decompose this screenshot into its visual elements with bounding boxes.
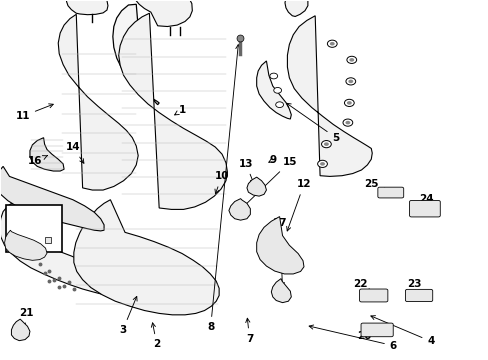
Bar <box>5 205 61 252</box>
Text: 19: 19 <box>7 231 27 240</box>
Text: 17: 17 <box>272 218 287 287</box>
Text: 25: 25 <box>364 179 386 192</box>
Text: 21: 21 <box>20 309 34 326</box>
FancyBboxPatch shape <box>359 289 387 302</box>
Circle shape <box>348 58 353 62</box>
Circle shape <box>275 102 283 108</box>
Polygon shape <box>285 0 307 17</box>
Text: 14: 14 <box>65 142 84 163</box>
Polygon shape <box>30 138 64 171</box>
Circle shape <box>345 78 355 85</box>
Text: 15: 15 <box>243 157 296 207</box>
Circle shape <box>345 121 349 125</box>
Circle shape <box>273 87 281 93</box>
Circle shape <box>346 56 356 63</box>
Polygon shape <box>287 16 371 176</box>
Polygon shape <box>0 166 104 231</box>
Text: 24: 24 <box>418 194 433 208</box>
Polygon shape <box>256 61 291 119</box>
Polygon shape <box>0 202 120 298</box>
Text: 20: 20 <box>356 330 376 341</box>
Polygon shape <box>119 13 227 210</box>
FancyBboxPatch shape <box>377 187 403 198</box>
Circle shape <box>344 99 353 107</box>
Text: 1: 1 <box>174 105 185 115</box>
Circle shape <box>342 119 352 126</box>
Text: 6: 6 <box>308 325 396 351</box>
Circle shape <box>324 142 328 146</box>
Text: 13: 13 <box>238 159 254 184</box>
Polygon shape <box>4 230 47 260</box>
Circle shape <box>321 140 330 148</box>
FancyBboxPatch shape <box>405 289 432 302</box>
Text: 12: 12 <box>286 179 310 231</box>
Text: 7: 7 <box>245 318 253 343</box>
Polygon shape <box>256 217 304 274</box>
Text: 11: 11 <box>16 104 53 121</box>
Polygon shape <box>58 14 138 190</box>
Polygon shape <box>246 177 266 196</box>
Polygon shape <box>11 319 30 341</box>
Polygon shape <box>113 4 159 105</box>
Text: 18: 18 <box>8 208 24 227</box>
Text: 5: 5 <box>286 103 339 143</box>
Text: 9: 9 <box>268 155 276 165</box>
Text: 8: 8 <box>206 45 240 332</box>
Polygon shape <box>74 200 219 315</box>
Polygon shape <box>228 199 250 220</box>
Circle shape <box>269 73 277 79</box>
Text: 22: 22 <box>352 279 371 294</box>
Circle shape <box>346 101 351 105</box>
Text: 16: 16 <box>28 156 47 166</box>
Circle shape <box>320 162 325 166</box>
FancyBboxPatch shape <box>409 201 439 217</box>
Text: 10: 10 <box>214 171 228 194</box>
Circle shape <box>317 160 327 167</box>
Polygon shape <box>133 0 192 27</box>
Circle shape <box>329 42 334 45</box>
Text: 3: 3 <box>119 297 137 335</box>
Text: 23: 23 <box>406 279 421 295</box>
Text: 2: 2 <box>151 323 160 349</box>
Circle shape <box>347 80 352 83</box>
Polygon shape <box>66 0 108 15</box>
Text: 4: 4 <box>370 316 434 346</box>
FancyBboxPatch shape <box>360 323 392 337</box>
Polygon shape <box>271 279 291 303</box>
Circle shape <box>327 40 336 47</box>
